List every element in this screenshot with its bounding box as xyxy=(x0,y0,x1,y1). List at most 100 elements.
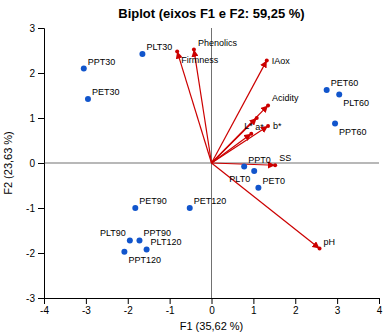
y-tick: 2 xyxy=(29,68,44,79)
x-tick-label: 2 xyxy=(293,305,299,316)
x-tick-mark xyxy=(337,298,338,304)
vector-arrow xyxy=(212,163,320,249)
sample-point xyxy=(139,51,145,57)
x-axis-line xyxy=(45,299,380,305)
sample-point xyxy=(144,246,150,252)
sample-point xyxy=(121,249,127,255)
x-tick: -2 xyxy=(124,298,133,316)
vector-tip xyxy=(318,247,322,251)
sample-label: PLT120 xyxy=(151,237,182,247)
vector-tip xyxy=(266,103,270,107)
y-tick-mark xyxy=(38,208,44,209)
vector-arrow xyxy=(177,51,211,163)
x-tick-mark xyxy=(295,298,296,304)
x-tick: 3 xyxy=(335,298,341,316)
sample-point xyxy=(255,185,261,191)
sample-point xyxy=(132,205,138,211)
y-tick: -3 xyxy=(26,293,44,304)
sample-label: PPT60 xyxy=(339,127,367,137)
sample-point xyxy=(251,168,257,174)
vector-label: pH xyxy=(324,237,336,247)
sample-point xyxy=(324,87,330,93)
chart-title: Biplot (eixos F1 e F2: 59,25 %) xyxy=(118,6,304,21)
vector-tip xyxy=(249,132,253,136)
y-tick-label: -3 xyxy=(26,293,35,304)
y-tick: 1 xyxy=(29,113,44,124)
vector-arrow xyxy=(194,50,212,163)
y-tick: -1 xyxy=(26,203,44,214)
point-labels: FirmnessPhenolicsIAoxAcidityb*SSpHa*L*PP… xyxy=(88,38,369,265)
vector-label: Firmness xyxy=(181,55,219,65)
y-axis-title: F2 (23,63 %) xyxy=(2,131,14,195)
y-tick-mark xyxy=(38,298,44,299)
x-tick-mark xyxy=(212,298,213,304)
y-axis: -3 -2 -1 0 1 2 3 xyxy=(26,23,44,304)
x-tick-label: 0 xyxy=(209,305,215,316)
y-tick-label: -2 xyxy=(26,248,35,259)
sample-label: PET0 xyxy=(262,176,285,186)
x-tick: -4 xyxy=(40,298,49,316)
vector-label: SS xyxy=(279,153,291,163)
sample-label: PLT90 xyxy=(100,228,126,238)
sample-label: PPT0 xyxy=(248,155,271,165)
y-tick-mark xyxy=(38,28,44,29)
sample-label: PET30 xyxy=(92,87,120,97)
x-tick-mark xyxy=(253,298,254,304)
x-axis: -4 -3 -2 -1 0 1 2 3 4 xyxy=(40,298,383,316)
y-tick-mark xyxy=(38,163,44,164)
y-axis-line xyxy=(38,29,45,299)
vector-arrow xyxy=(212,134,252,163)
x-tick: 0 xyxy=(209,298,215,316)
chart-svg: -4 -3 -2 -1 0 1 2 3 4 -3 -2 -1 0 1 2 3 Firmness Phenolics… xyxy=(0,0,391,336)
sample-label: PPT120 xyxy=(128,255,161,265)
sample-label: PLT60 xyxy=(343,98,369,108)
x-tick-label: -3 xyxy=(82,305,91,316)
sample-point xyxy=(332,120,338,126)
x-tick-label: 1 xyxy=(251,305,257,316)
x-tick: 1 xyxy=(251,298,257,316)
sample-point xyxy=(85,96,91,102)
vector-label: b* xyxy=(273,121,282,131)
x-tick: 2 xyxy=(293,298,299,316)
y-tick: 0 xyxy=(29,158,44,169)
vector-tip xyxy=(273,163,277,167)
sample-label: PET90 xyxy=(139,196,167,206)
y-tick-label: -1 xyxy=(26,203,35,214)
chart-container: -4 -3 -2 -1 0 1 2 3 4 -3 -2 -1 0 1 2 3 Firmness Phenolics… xyxy=(0,0,391,336)
x-tick: 4 xyxy=(377,298,383,316)
x-tick-mark xyxy=(86,298,87,304)
x-axis-title: F1 (35,62 %) xyxy=(180,320,244,332)
sample-point xyxy=(136,237,142,243)
vector-label: IAox xyxy=(272,56,291,66)
sample-label: PET120 xyxy=(194,196,227,206)
vector-tip xyxy=(265,58,269,62)
sample-label: PLT0 xyxy=(229,174,250,184)
y-tick-label: 2 xyxy=(29,68,35,79)
sample-point xyxy=(187,205,193,211)
vector-label: Acidity xyxy=(272,93,299,103)
vector-label: Phenolics xyxy=(198,38,238,48)
x-tick: -1 xyxy=(166,298,175,316)
x-tick-label: 4 xyxy=(377,305,383,316)
x-tick-label: -1 xyxy=(166,305,175,316)
vector-tip xyxy=(255,116,259,120)
x-tick: -3 xyxy=(82,298,91,316)
vector-label: a* xyxy=(255,122,264,132)
x-tick-label: -4 xyxy=(40,305,49,316)
sample-label: PET60 xyxy=(331,78,359,88)
vector-tip xyxy=(266,124,270,128)
plot-area xyxy=(44,28,379,298)
y-tick-label: 0 xyxy=(29,158,35,169)
sample-point xyxy=(81,66,87,72)
sample-label: PLT30 xyxy=(146,42,172,52)
x-tick-mark xyxy=(379,298,380,304)
x-tick-mark xyxy=(170,298,171,304)
sample-point xyxy=(127,237,133,243)
vector-arrow xyxy=(212,60,267,163)
sample-point xyxy=(241,164,247,170)
x-tick-mark xyxy=(128,298,129,304)
y-tick-label: 3 xyxy=(29,23,35,34)
y-tick-label: 1 xyxy=(29,113,35,124)
vector-tip xyxy=(192,48,196,52)
x-tick-label: 3 xyxy=(335,305,341,316)
